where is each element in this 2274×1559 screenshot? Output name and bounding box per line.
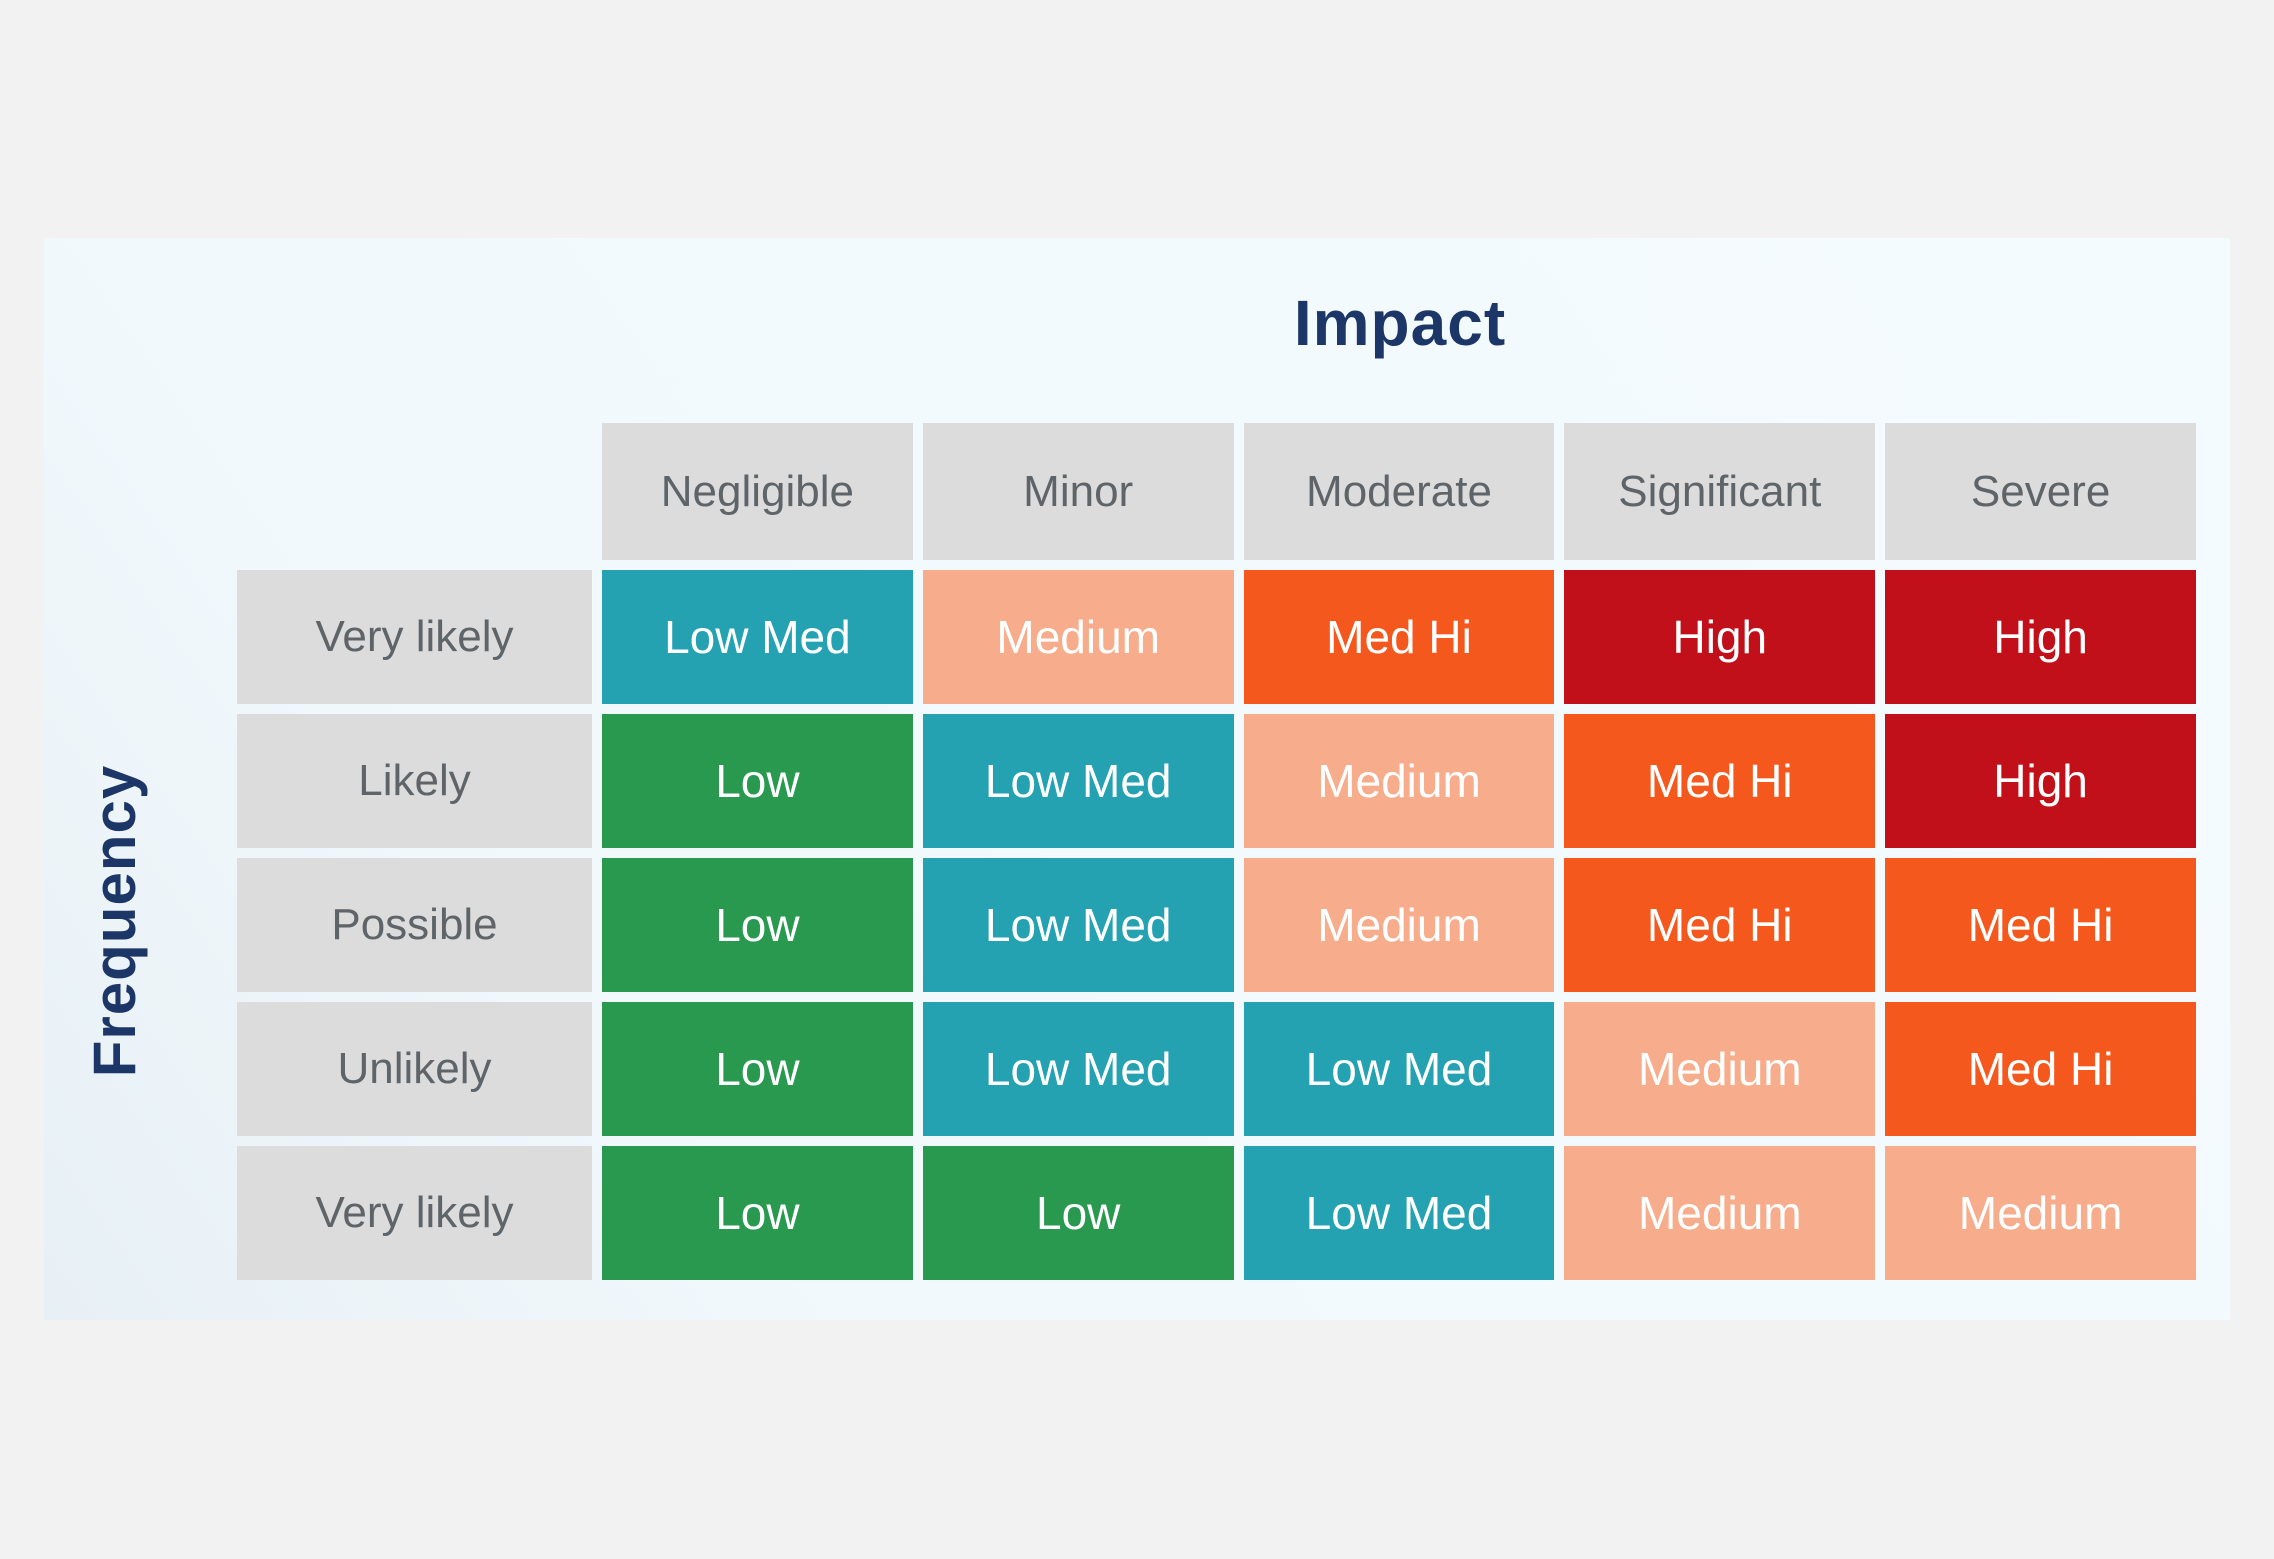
impact-axis-title: Impact	[1293, 287, 1507, 359]
matrix-cell: Low Med	[922, 858, 1234, 992]
row-header: Very likely	[237, 1146, 592, 1280]
matrix-cell: Med Hi	[1885, 1002, 2196, 1136]
matrix-cell: Medium	[1564, 1146, 1876, 1280]
matrix-cell: High	[1564, 570, 1876, 704]
matrix-cell: Medium	[1564, 1002, 1876, 1136]
matrix-cell: Low	[602, 1002, 913, 1136]
matrix-cell: Low Med	[1243, 1146, 1555, 1280]
risk-matrix-panel: Impact Frequency Negligible Minor Moderate…	[44, 238, 2230, 1320]
matrix-cell: Med Hi	[1564, 714, 1876, 848]
corner-cell	[237, 423, 592, 560]
matrix-cell: Low Med	[922, 1002, 1234, 1136]
row-header: Possible	[237, 858, 592, 992]
matrix-cell: Low Med	[922, 714, 1234, 848]
matrix-cell: Medium	[1243, 858, 1555, 992]
column-header: Moderate	[1243, 423, 1555, 560]
matrix-cell: Med Hi	[1885, 858, 2196, 992]
matrix-cell: Medium	[1885, 1146, 2196, 1280]
matrix-cell: Med Hi	[1243, 570, 1555, 704]
frequency-axis-title: Frequency	[81, 764, 148, 1078]
row-header: Likely	[237, 714, 592, 848]
matrix-cell: Medium	[922, 570, 1234, 704]
matrix-cell: High	[1885, 570, 2196, 704]
matrix-cell: Low	[602, 1146, 913, 1280]
matrix-cell: Low	[602, 858, 913, 992]
matrix-cell: High	[1885, 714, 2196, 848]
column-header: Severe	[1885, 423, 2196, 560]
column-header: Significant	[1564, 423, 1876, 560]
matrix-cell: Low	[922, 1146, 1234, 1280]
matrix-cell: Med Hi	[1564, 858, 1876, 992]
row-header: Very likely	[237, 570, 592, 704]
column-header: Negligible	[602, 423, 913, 560]
column-header: Minor	[922, 423, 1234, 560]
row-header: Unlikely	[237, 1002, 592, 1136]
matrix-cell: Low Med	[602, 570, 913, 704]
risk-matrix: Negligible Minor Moderate Significant Severe…	[237, 423, 2196, 1280]
matrix-cell: Medium	[1243, 714, 1555, 848]
matrix-cell: Low	[602, 714, 913, 848]
matrix-cell: Low Med	[1243, 1002, 1555, 1136]
